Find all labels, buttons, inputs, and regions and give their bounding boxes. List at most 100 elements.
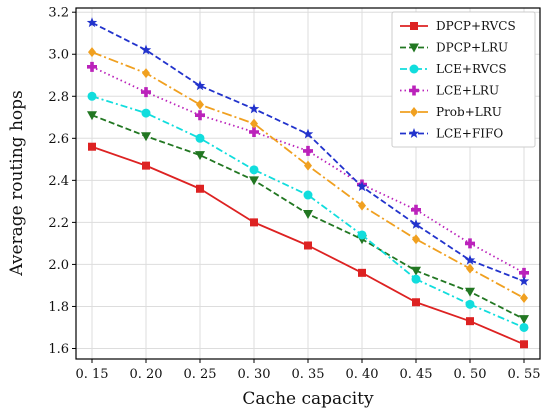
data-point-dpcp-rvcs <box>196 184 204 193</box>
legend-box <box>391 11 536 148</box>
y-tick-label: 2.6 <box>48 132 69 147</box>
data-point-lce-fifo <box>464 254 476 265</box>
data-point-dpcp-lru <box>141 132 151 142</box>
data-point-lce-lru <box>141 87 151 98</box>
data-point-lce-lru <box>195 110 205 121</box>
series-prob-lru <box>88 47 528 304</box>
x-tick-label: 0. 40 <box>345 367 378 382</box>
x-tick-label: 0. 50 <box>453 367 486 382</box>
series-layer <box>86 17 530 349</box>
data-point-dpcp-lru <box>411 266 421 276</box>
data-point-lce-rvcs <box>303 190 313 200</box>
x-tick-label: 0. 35 <box>291 367 324 382</box>
data-point-lce-fifo <box>86 17 98 28</box>
data-point-lce-lru <box>465 238 475 249</box>
data-point-lce-fifo <box>194 80 206 91</box>
y-tick-label: 2.0 <box>48 258 69 273</box>
data-point-dpcp-lru <box>303 209 313 219</box>
data-point-lce-rvcs <box>519 322 529 332</box>
data-point-lce-lru <box>303 145 313 156</box>
series-lce-fifo <box>86 17 530 286</box>
data-point-dpcp-lru <box>249 176 259 186</box>
x-axis-title: Cache capacity <box>242 389 374 409</box>
data-point-lce-rvcs <box>465 299 475 309</box>
series-line-prob-lru <box>91 51 525 299</box>
data-point-prob-lru <box>142 68 150 79</box>
legend-label-dpcp-rvcs: DPCP+RVCS <box>436 19 516 33</box>
x-tick-label: 0. 25 <box>183 367 216 382</box>
x-tick-label: 0. 30 <box>237 367 270 382</box>
data-point-lce-rvcs <box>249 165 259 175</box>
legend: DPCP+RVCS DPCP+LRU LCE+RVCS LCE+LRU Prob+LRU… <box>391 11 536 148</box>
data-point-dpcp-rvcs <box>250 218 258 227</box>
data-point-dpcp-rvcs <box>304 241 312 250</box>
data-point-lce-rvcs <box>411 274 421 284</box>
data-point-lce-fifo <box>518 275 530 286</box>
data-point-prob-lru <box>466 263 474 274</box>
series-line-lce-rvcs <box>91 95 525 329</box>
series-dpcp-rvcs <box>88 142 528 349</box>
data-point-lce-fifo <box>356 181 368 192</box>
data-point-prob-lru <box>88 47 96 58</box>
legend-label-lce-lru: LCE+LRU <box>436 84 499 98</box>
data-point-prob-lru <box>304 160 312 171</box>
data-point-dpcp-rvcs <box>358 268 366 277</box>
legend-marker-lce-fifo <box>408 128 420 138</box>
legend-marker-lce-lru <box>409 85 419 96</box>
data-point-lce-fifo <box>302 128 314 139</box>
legend-marker-prob-lru <box>410 107 418 117</box>
legend-entry-lce-rvcs: LCE+RVCS <box>400 62 507 76</box>
data-point-dpcp-rvcs <box>142 161 150 170</box>
data-point-prob-lru <box>520 293 528 304</box>
data-point-dpcp-lru <box>87 111 97 121</box>
legend-label-lce-fifo: LCE+FIFO <box>436 127 503 141</box>
y-tick-label: 2.2 <box>48 216 69 231</box>
legend-marker-dpcp-rvcs <box>410 22 418 30</box>
data-point-dpcp-lru <box>465 287 475 297</box>
y-axis-title: Average routing hops <box>7 90 27 276</box>
data-point-prob-lru <box>196 99 204 110</box>
data-point-lce-fifo <box>140 44 152 55</box>
legend-label-prob-lru: Prob+LRU <box>436 105 502 119</box>
data-point-lce-lru <box>87 61 97 72</box>
data-point-dpcp-rvcs <box>520 340 528 349</box>
y-tick-label: 2.8 <box>48 90 69 105</box>
data-point-prob-lru <box>358 200 366 211</box>
data-point-lce-rvcs <box>357 230 367 240</box>
x-tick-label: 0. 55 <box>507 367 540 382</box>
series-lce-rvcs <box>87 91 529 332</box>
y-tick-label: 2.4 <box>48 174 69 189</box>
data-point-lce-lru <box>249 127 259 138</box>
data-point-lce-fifo <box>410 218 422 229</box>
y-tick-label: 3.2 <box>48 6 69 21</box>
axis-ticks: 1.6 1.8 2.0 2.2 2.4 2.6 2.8 3.0 3.2 0. 15 0. 20 0. … <box>48 6 540 382</box>
legend-entry-lce-lru: LCE+LRU <box>400 84 499 98</box>
data-point-lce-rvcs <box>87 91 97 101</box>
y-tick-label: 1.6 <box>48 342 69 357</box>
data-point-dpcp-rvcs <box>88 142 96 151</box>
x-tick-label: 0. 20 <box>129 367 162 382</box>
legend-entry-lce-fifo: LCE+FIFO <box>400 127 503 141</box>
legend-entry-dpcp-rvcs: DPCP+RVCS <box>400 19 516 33</box>
legend-label-dpcp-lru: DPCP+LRU <box>436 41 508 55</box>
legend-label-lce-rvcs: LCE+RVCS <box>436 62 507 76</box>
legend-entry-dpcp-lru: DPCP+LRU <box>400 41 508 55</box>
data-point-dpcp-rvcs <box>412 298 420 307</box>
x-tick-label: 0. 15 <box>75 367 108 382</box>
data-point-lce-fifo <box>248 103 260 114</box>
x-tick-label: 0. 45 <box>399 367 432 382</box>
data-point-lce-lru <box>411 204 421 215</box>
y-tick-label: 3.0 <box>48 48 69 63</box>
legend-entry-prob-lru: Prob+LRU <box>400 105 502 119</box>
data-point-lce-rvcs <box>195 133 205 143</box>
legend-marker-dpcp-lru <box>409 43 419 53</box>
data-point-lce-rvcs <box>141 108 151 118</box>
data-point-prob-lru <box>412 234 420 245</box>
data-point-lce-lru <box>519 267 529 278</box>
data-point-dpcp-rvcs <box>466 317 474 326</box>
data-point-dpcp-lru <box>195 151 205 161</box>
y-tick-label: 1.8 <box>48 300 69 315</box>
data-point-prob-lru <box>250 118 258 129</box>
